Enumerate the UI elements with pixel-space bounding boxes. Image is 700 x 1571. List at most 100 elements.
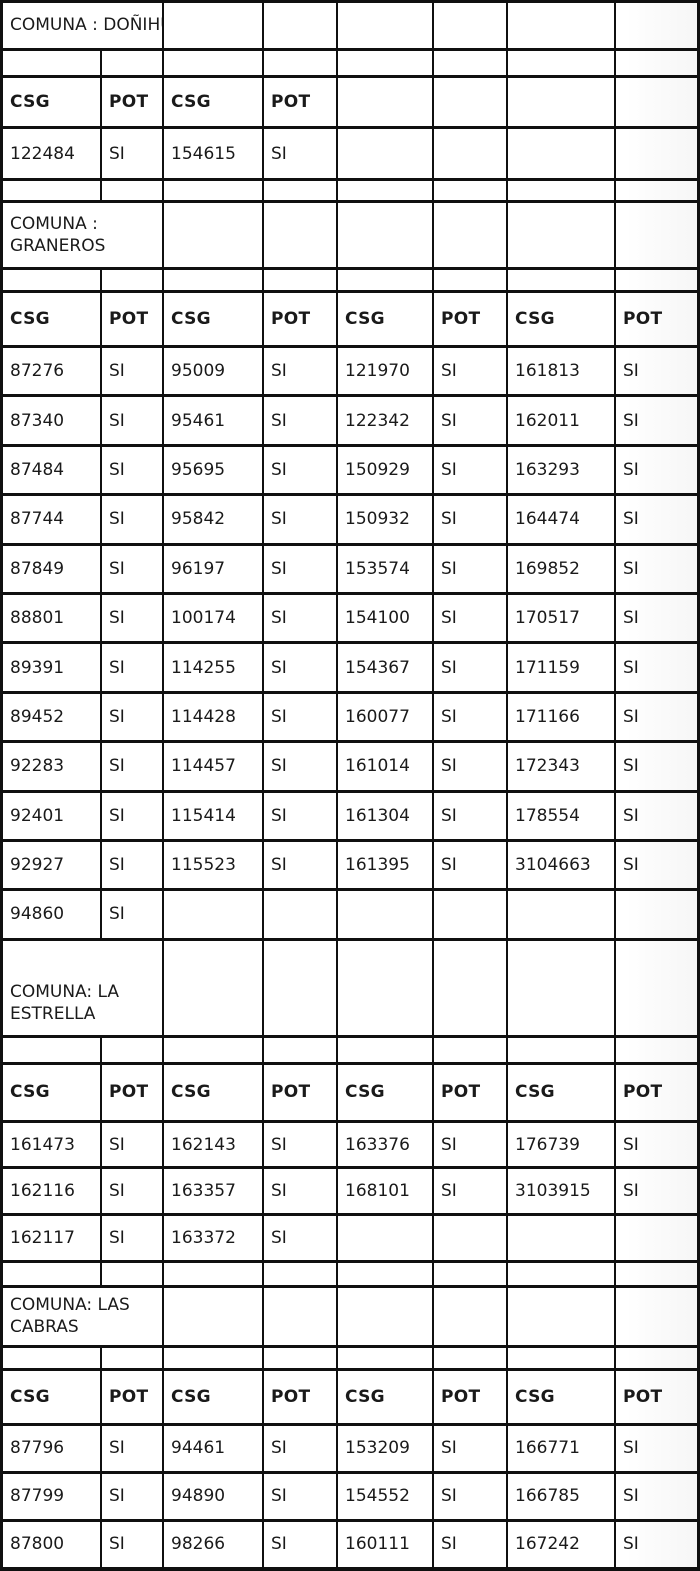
empty-cell: [616, 3, 697, 48]
csg-value-cell: [508, 891, 616, 938]
spacer-cell: [508, 1262, 616, 1285]
csg-value-cell: 115414: [164, 792, 264, 839]
spacer-cell: [264, 1347, 338, 1368]
pot-value-cell: SI: [102, 792, 164, 839]
comuna-title-row: COMUNA : DOÑIHUE: [3, 3, 697, 51]
empty-cell: [616, 203, 697, 267]
column-header-pot: POT: [264, 1370, 338, 1423]
column-header-row: CSG POT CSG POT CSG POT CSG POT: [3, 1370, 697, 1426]
table-row: 92401 SI 115414 SI 161304 SI 178554 SI: [3, 792, 697, 842]
column-header-pot: POT: [102, 1064, 164, 1120]
csg-value-cell: 122484: [3, 129, 102, 178]
spacer-cell: [434, 181, 508, 200]
empty-cell: [164, 3, 264, 48]
spacer-cell: [616, 51, 697, 75]
pot-value-cell: SI: [102, 1122, 164, 1167]
csg-value-cell: 121970: [338, 348, 434, 395]
spacer-cell: [434, 1347, 508, 1368]
pot-value-cell: SI: [434, 1521, 508, 1567]
csg-value-cell: 100174: [164, 594, 264, 642]
column-header-row: CSG POT CSG POT CSG POT CSG POT: [3, 1064, 697, 1123]
pot-value-cell: SI: [623, 805, 639, 826]
spacer-cell: [3, 181, 102, 200]
column-header-csg: CSG: [508, 1370, 616, 1423]
empty-cell: [264, 940, 338, 1035]
csg-value-cell: 150929: [338, 446, 434, 494]
csg-value-cell: 3104663: [508, 841, 616, 889]
pot-value-cell: SI: [623, 361, 639, 382]
csg-value-cell: 95842: [164, 496, 264, 543]
table-row: 87849 SI 96197 SI 153574 SI 169852 SI: [3, 545, 697, 595]
column-header-csg: CSG: [508, 1064, 616, 1120]
comuna-title: COMUNA : GRANEROS: [10, 213, 105, 258]
pot-value-cell: SI: [264, 792, 338, 839]
pot-value-cell: SI: [102, 496, 164, 543]
column-header-empty: [508, 78, 616, 126]
empty-cell: [338, 1287, 434, 1345]
pot-value-cell: SI: [102, 693, 164, 741]
csg-value-cell: 161395: [338, 841, 434, 889]
table-row: 87340 SI 95461 SI 122342 SI 162011 SI: [3, 397, 697, 447]
spacer-cell: [3, 1262, 102, 1285]
csg-value-cell: 95009: [164, 348, 264, 395]
csg-value-cell: 115523: [164, 841, 264, 889]
pot-value-cell: SI: [434, 792, 508, 839]
csg-value-cell: 96197: [164, 545, 264, 592]
spacer-cell: [434, 51, 508, 75]
pot-value-cell: SI: [264, 1521, 338, 1567]
csg-value-cell: 94860: [3, 891, 102, 938]
empty-cell: [434, 1287, 508, 1345]
spacer-cell: [3, 1347, 102, 1368]
comuna-title-line: COMUNA: LA: [10, 981, 120, 1002]
pot-value-cell: SI: [264, 1122, 338, 1167]
pot-value-cell: SI: [434, 446, 508, 494]
pot-value-cell: SI: [102, 545, 164, 592]
csg-value-cell: [338, 129, 434, 178]
pot-value-cell: SI: [434, 397, 508, 444]
table-row: 162116 SI 163357 SI 168101 SI 3103915 SI: [3, 1169, 697, 1217]
table-row: 87799 SI 94890 SI 154552 SI 166785 SI: [3, 1473, 697, 1522]
column-header-pot: POT: [623, 1386, 663, 1407]
csg-value-cell: 154100: [338, 594, 434, 642]
table-row: 87796 SI 94461 SI 153209 SI 166771 SI: [3, 1425, 697, 1474]
spacer-row: [3, 51, 697, 78]
csg-value-cell: 153574: [338, 545, 434, 592]
pot-value-cell: SI: [102, 1216, 164, 1260]
comuna-title-cell: COMUNA : GRANEROS: [3, 203, 164, 267]
csg-value-cell: 162117: [3, 1216, 102, 1260]
csg-value-cell: 163293: [508, 446, 616, 494]
table-row: 161473 SI 162143 SI 163376 SI 176739 SI: [3, 1122, 697, 1170]
pot-value-cell: SI: [102, 1473, 164, 1519]
csg-value-cell: 95695: [164, 446, 264, 494]
empty-cell: [508, 940, 616, 1035]
pot-value-cell: [434, 1216, 508, 1260]
pot-value-cell: SI: [434, 594, 508, 642]
spacer-cell: [616, 1348, 697, 1368]
spacer-cell: [338, 1262, 434, 1285]
spacer-row: [3, 1262, 697, 1288]
column-header-csg: CSG: [164, 78, 264, 126]
csg-value-cell: 161473: [3, 1122, 102, 1167]
spacer-cell: [164, 1347, 264, 1368]
csg-value-cell: 166771: [508, 1425, 616, 1471]
pot-value-cell: SI: [102, 743, 164, 790]
csg-value-cell: 171166: [508, 693, 616, 741]
spacer-row: [3, 270, 697, 293]
column-header-pot: POT: [264, 1064, 338, 1120]
pot-value-cell: SI: [434, 1169, 508, 1214]
csg-value-cell: 163376: [338, 1122, 434, 1167]
pot-value-cell: SI: [264, 348, 338, 395]
pot-value-cell: SI: [102, 1425, 164, 1471]
spacer-cell: [102, 51, 164, 75]
spacer-cell: [264, 1262, 338, 1285]
empty-cell: [434, 940, 508, 1035]
spacer-cell: [338, 1037, 434, 1062]
table-row: 87744 SI 95842 SI 150932 SI 164474 SI: [3, 496, 697, 546]
comuna-title: COMUNA: LA ESTRELLA: [10, 981, 119, 1035]
spacer-cell: [338, 270, 434, 290]
csg-value-cell: 161304: [338, 792, 434, 839]
spacer-cell: [616, 270, 697, 290]
column-header-empty: [338, 78, 434, 126]
pot-value-cell: SI: [623, 558, 639, 579]
